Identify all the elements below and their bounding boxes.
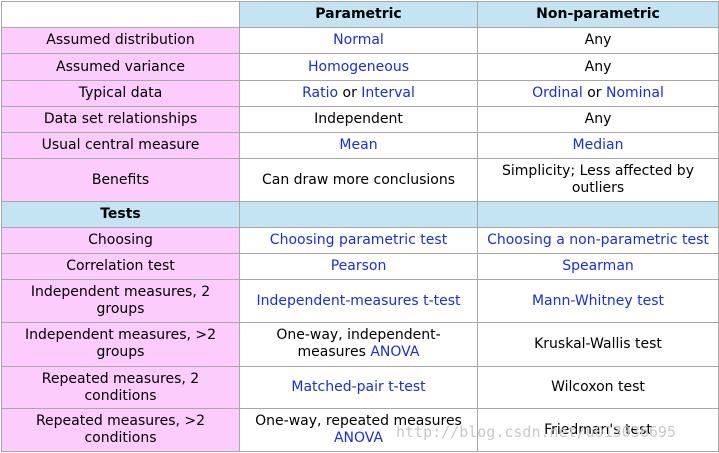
row-label: Independent measures, >2 groups (1, 321, 240, 368)
non-parametric-cell: Wilcoxon test (477, 366, 719, 410)
parametric-cell: Independent (239, 105, 478, 134)
link[interactable]: Choosing a non-parametric test (487, 232, 709, 249)
non-parametric-cell: Simplicity; Less affected by outliers (477, 158, 719, 202)
row-label: Repeated measures, >2 conditions (1, 408, 240, 452)
link[interactable]: Interval (361, 84, 415, 101)
link[interactable]: Ordinal (532, 84, 583, 101)
table-row: Assumed distribution Normal Any (1, 27, 719, 55)
cell-text: Independent (314, 110, 403, 127)
link[interactable]: Matched-pair t-test (291, 379, 426, 396)
cell-text: Wilcoxon test (551, 379, 645, 396)
cell-text: Any (584, 110, 612, 127)
row-label: Correlation test (1, 253, 240, 281)
parametric-cell: Mean (239, 132, 478, 160)
row-label: Typical data (1, 79, 240, 107)
table-row: Data set relationships Independent Any (1, 105, 719, 134)
parametric-cell: One-way, independent-measures ANOVA (239, 321, 478, 368)
non-parametric-cell: Spearman (477, 253, 719, 281)
header-corner-cell (1, 0, 240, 29)
header-parametric: Parametric (239, 0, 478, 29)
tests-header: Tests (1, 200, 240, 228)
table-row: Usual central measure Mean Median (1, 132, 719, 160)
table-row: Repeated measures, >2 conditions One-way… (1, 408, 719, 452)
cell-text: Can draw more conclusions (261, 171, 456, 188)
cell-text: One-way, repeated measures (255, 413, 462, 430)
row-label: Usual central measure (1, 132, 240, 160)
link[interactable]: Normal (333, 32, 384, 49)
table-row: Independent measures, >2 groups One-way,… (1, 321, 719, 368)
parametric-cell: Matched-pair t-test (239, 366, 478, 410)
cell-text: Simplicity; Less affected by outliers (502, 163, 694, 196)
table-row: Independent measures, 2 groups Independe… (1, 279, 719, 323)
cell-text: Any (584, 58, 612, 75)
row-label: Choosing (1, 226, 240, 255)
row-label: Data set relationships (1, 105, 240, 134)
link[interactable]: Spearman (562, 258, 634, 275)
table-row: Benefits Can draw more conclusions Simpl… (1, 158, 719, 202)
tests-header-blank (239, 200, 478, 228)
table-row: Typical data Ratio or Interval Ordinal o… (1, 79, 719, 107)
parametric-cell: Choosing parametric test (239, 226, 478, 255)
row-label: Repeated measures, 2 conditions (1, 366, 240, 410)
table-row: Repeated measures, 2 conditions Matched-… (1, 366, 719, 410)
watermark: http://blog.csdn.net/u013036695 (396, 423, 676, 441)
tests-header-row: Tests (1, 200, 719, 228)
header-row: Parametric Non-parametric (1, 0, 719, 29)
parametric-cell: Can draw more conclusions (239, 158, 478, 202)
row-label: Benefits (1, 158, 240, 202)
header-non-parametric: Non-parametric (477, 0, 719, 29)
cell-text: Kruskal-Wallis test (534, 335, 662, 352)
link[interactable]: Independent-measures t-test (256, 292, 461, 309)
link[interactable]: Mean (339, 137, 378, 154)
non-parametric-cell: Any (477, 27, 719, 55)
parametric-cell: One-way, repeated measures ANOVA (239, 408, 478, 452)
link[interactable]: Homogeneous (307, 58, 409, 75)
tests-header-blank (477, 200, 719, 228)
link[interactable]: Mann-Whitney test (531, 292, 665, 309)
table-row: Assumed variance Homogeneous Any (1, 53, 719, 81)
parametric-cell: Ratio or Interval (239, 79, 478, 107)
non-parametric-cell: Kruskal-Wallis test (477, 321, 719, 368)
parametric-cell: Homogeneous (239, 53, 478, 81)
non-parametric-cell: Choosing a non-parametric test (477, 226, 719, 255)
cell-text: Any (584, 32, 612, 49)
link[interactable]: Pearson (330, 258, 387, 275)
link[interactable]: Median (572, 137, 624, 154)
parametric-cell: Pearson (239, 253, 478, 281)
non-parametric-cell: Any (477, 105, 719, 134)
non-parametric-cell: Any (477, 53, 719, 81)
parametric-cell: Normal (239, 27, 478, 55)
cell-text: Friedman's test (544, 421, 652, 438)
cell-text: or (338, 84, 362, 101)
link[interactable]: Choosing parametric test (269, 232, 448, 249)
link[interactable]: ANOVA (333, 430, 384, 447)
row-label: Assumed distribution (1, 27, 240, 55)
table-row: Choosing Choosing parametric test Choosi… (1, 226, 719, 255)
non-parametric-cell: Median (477, 132, 719, 160)
link[interactable]: Nominal (605, 84, 664, 101)
non-parametric-cell: Ordinal or Nominal (477, 79, 719, 107)
cell-text: One-way, independent-measures (276, 327, 441, 361)
non-parametric-cell: Friedman's test (477, 408, 719, 452)
parametric-cell: Independent-measures t-test (239, 279, 478, 323)
link[interactable]: Ratio (302, 84, 339, 101)
row-label: Independent measures, 2 groups (1, 279, 240, 323)
link[interactable]: ANOVA (370, 344, 420, 361)
table-row: Correlation test Pearson Spearman (1, 253, 719, 281)
cell-text: or (582, 84, 606, 101)
row-label: Assumed variance (1, 53, 240, 81)
non-parametric-cell: Mann-Whitney test (477, 279, 719, 323)
